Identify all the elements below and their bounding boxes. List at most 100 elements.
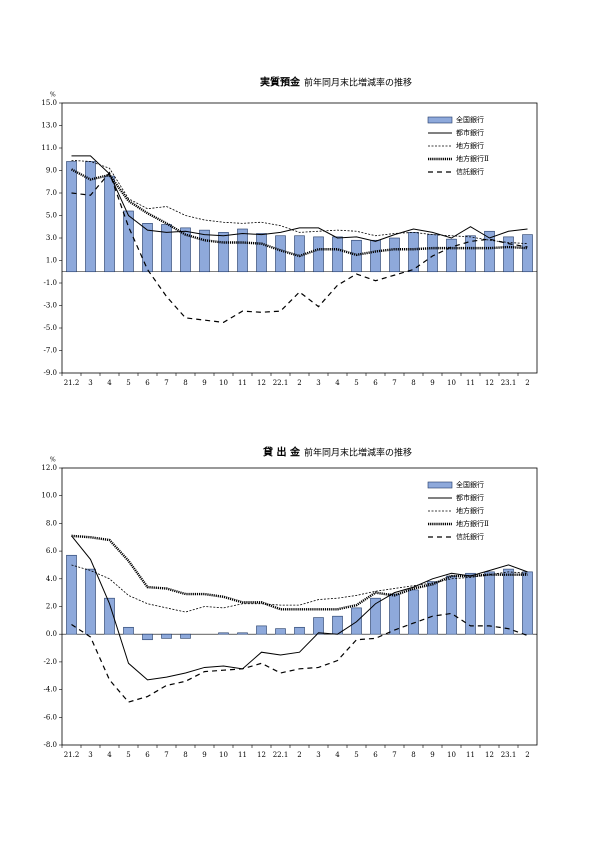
x-tick-label: 10 <box>447 379 456 387</box>
y-tick-label: -7.0 <box>44 347 58 355</box>
x-tick-label: 21.2 <box>64 751 80 759</box>
y-tick-label: 6.0 <box>46 547 57 555</box>
x-tick-label: 2 <box>525 379 529 387</box>
bar <box>465 572 476 635</box>
bar <box>389 237 400 273</box>
bar <box>313 236 324 273</box>
bar <box>484 571 495 635</box>
x-tick-label: 4 <box>335 751 340 759</box>
legend-label: 信託銀行 <box>456 167 484 176</box>
y-tick-label: 8.0 <box>46 519 57 527</box>
bar <box>522 234 533 273</box>
bar <box>332 236 343 273</box>
x-tick-label: 22.1 <box>273 751 289 759</box>
x-tick-label: 4 <box>335 379 340 387</box>
bar <box>161 633 172 639</box>
y-tick-label: 11.0 <box>41 144 57 152</box>
bar <box>427 234 438 273</box>
x-tick-label: 7 <box>392 751 396 759</box>
y-unit: % <box>50 92 56 99</box>
y-tick-label: 12.0 <box>41 464 57 472</box>
legend-label: 全国銀行 <box>456 480 484 489</box>
x-tick-label: 23.1 <box>501 379 517 387</box>
x-tick-label: 2 <box>297 379 301 387</box>
y-tick-label: -5.0 <box>44 324 58 332</box>
y-tick-label: -9.0 <box>44 369 58 377</box>
y-tick-label: -1.0 <box>44 279 58 287</box>
x-tick-label: 3 <box>316 379 320 387</box>
bar <box>142 223 153 273</box>
y-unit: % <box>50 457 56 464</box>
x-tick-label: 6 <box>145 751 150 759</box>
legend-swatch <box>427 116 453 124</box>
bar <box>313 617 324 635</box>
legend-label: 地方銀行Ⅱ <box>456 519 489 528</box>
bar <box>180 633 191 639</box>
bar <box>408 589 419 635</box>
x-tick-label: 5 <box>126 751 130 759</box>
y-tick-label: -6.0 <box>44 713 58 721</box>
bar <box>66 554 77 635</box>
x-tick-label: 7 <box>164 751 168 759</box>
bar <box>104 175 115 273</box>
x-tick-label: 9 <box>430 379 434 387</box>
y-tick-label: 15.0 <box>41 99 57 107</box>
x-tick-label: 8 <box>411 751 415 759</box>
bar <box>389 593 400 635</box>
bar <box>465 235 476 273</box>
x-tick-label: 4 <box>107 751 112 759</box>
bar <box>85 568 96 635</box>
y-tick-label: 10.0 <box>41 492 57 500</box>
y-tick-label: -8.0 <box>44 741 58 749</box>
bar <box>446 238 457 273</box>
x-tick-label: 12 <box>485 379 494 387</box>
y-tick-label: 9.0 <box>46 167 57 175</box>
x-tick-label: 8 <box>183 751 187 759</box>
bar <box>294 626 305 635</box>
bar <box>275 628 286 635</box>
bar <box>237 632 248 635</box>
x-tick-label: 9 <box>430 751 434 759</box>
bar <box>275 235 286 273</box>
x-tick-label: 11 <box>466 379 475 387</box>
y-tick-label: -2.0 <box>44 658 58 666</box>
x-tick-label: 5 <box>354 379 358 387</box>
bar <box>408 232 419 273</box>
legend-label: 都市銀行 <box>456 493 484 502</box>
x-tick-label: 10 <box>219 751 228 759</box>
legend-label: 全国銀行 <box>456 115 484 124</box>
bar <box>123 210 134 273</box>
x-tick-label: 7 <box>164 379 168 387</box>
bar <box>446 575 457 635</box>
x-tick-label: 9 <box>202 751 206 759</box>
y-tick-label: 0.0 <box>46 630 57 638</box>
bar <box>199 229 210 273</box>
legend-label: 都市銀行 <box>456 128 484 137</box>
x-tick-label: 8 <box>183 379 187 387</box>
bar <box>370 597 381 635</box>
x-tick-label: 6 <box>373 751 378 759</box>
series-line <box>71 535 528 681</box>
bar <box>123 626 134 635</box>
bar <box>484 230 495 273</box>
x-tick-label: 11 <box>238 379 247 387</box>
y-tick-label: 13.0 <box>41 122 57 130</box>
bar <box>237 228 248 273</box>
y-tick-label: 7.0 <box>46 189 57 197</box>
x-tick-label: 12 <box>485 751 494 759</box>
legend-label: 地方銀行Ⅱ <box>456 154 489 163</box>
bar <box>218 232 229 273</box>
legend-swatch <box>427 481 453 489</box>
x-tick-label: 7 <box>392 379 396 387</box>
x-tick-label: 21.2 <box>64 379 80 387</box>
bar <box>427 581 438 635</box>
series-line <box>70 168 528 258</box>
x-tick-label: 5 <box>354 751 358 759</box>
bar <box>256 233 267 273</box>
bar <box>66 161 77 273</box>
chart-title: 実質預金 <box>260 76 301 89</box>
chart-subtitle: 前年同月末比増減率の推移 <box>304 447 412 459</box>
x-tick-label: 11 <box>466 751 475 759</box>
bar <box>256 625 267 635</box>
